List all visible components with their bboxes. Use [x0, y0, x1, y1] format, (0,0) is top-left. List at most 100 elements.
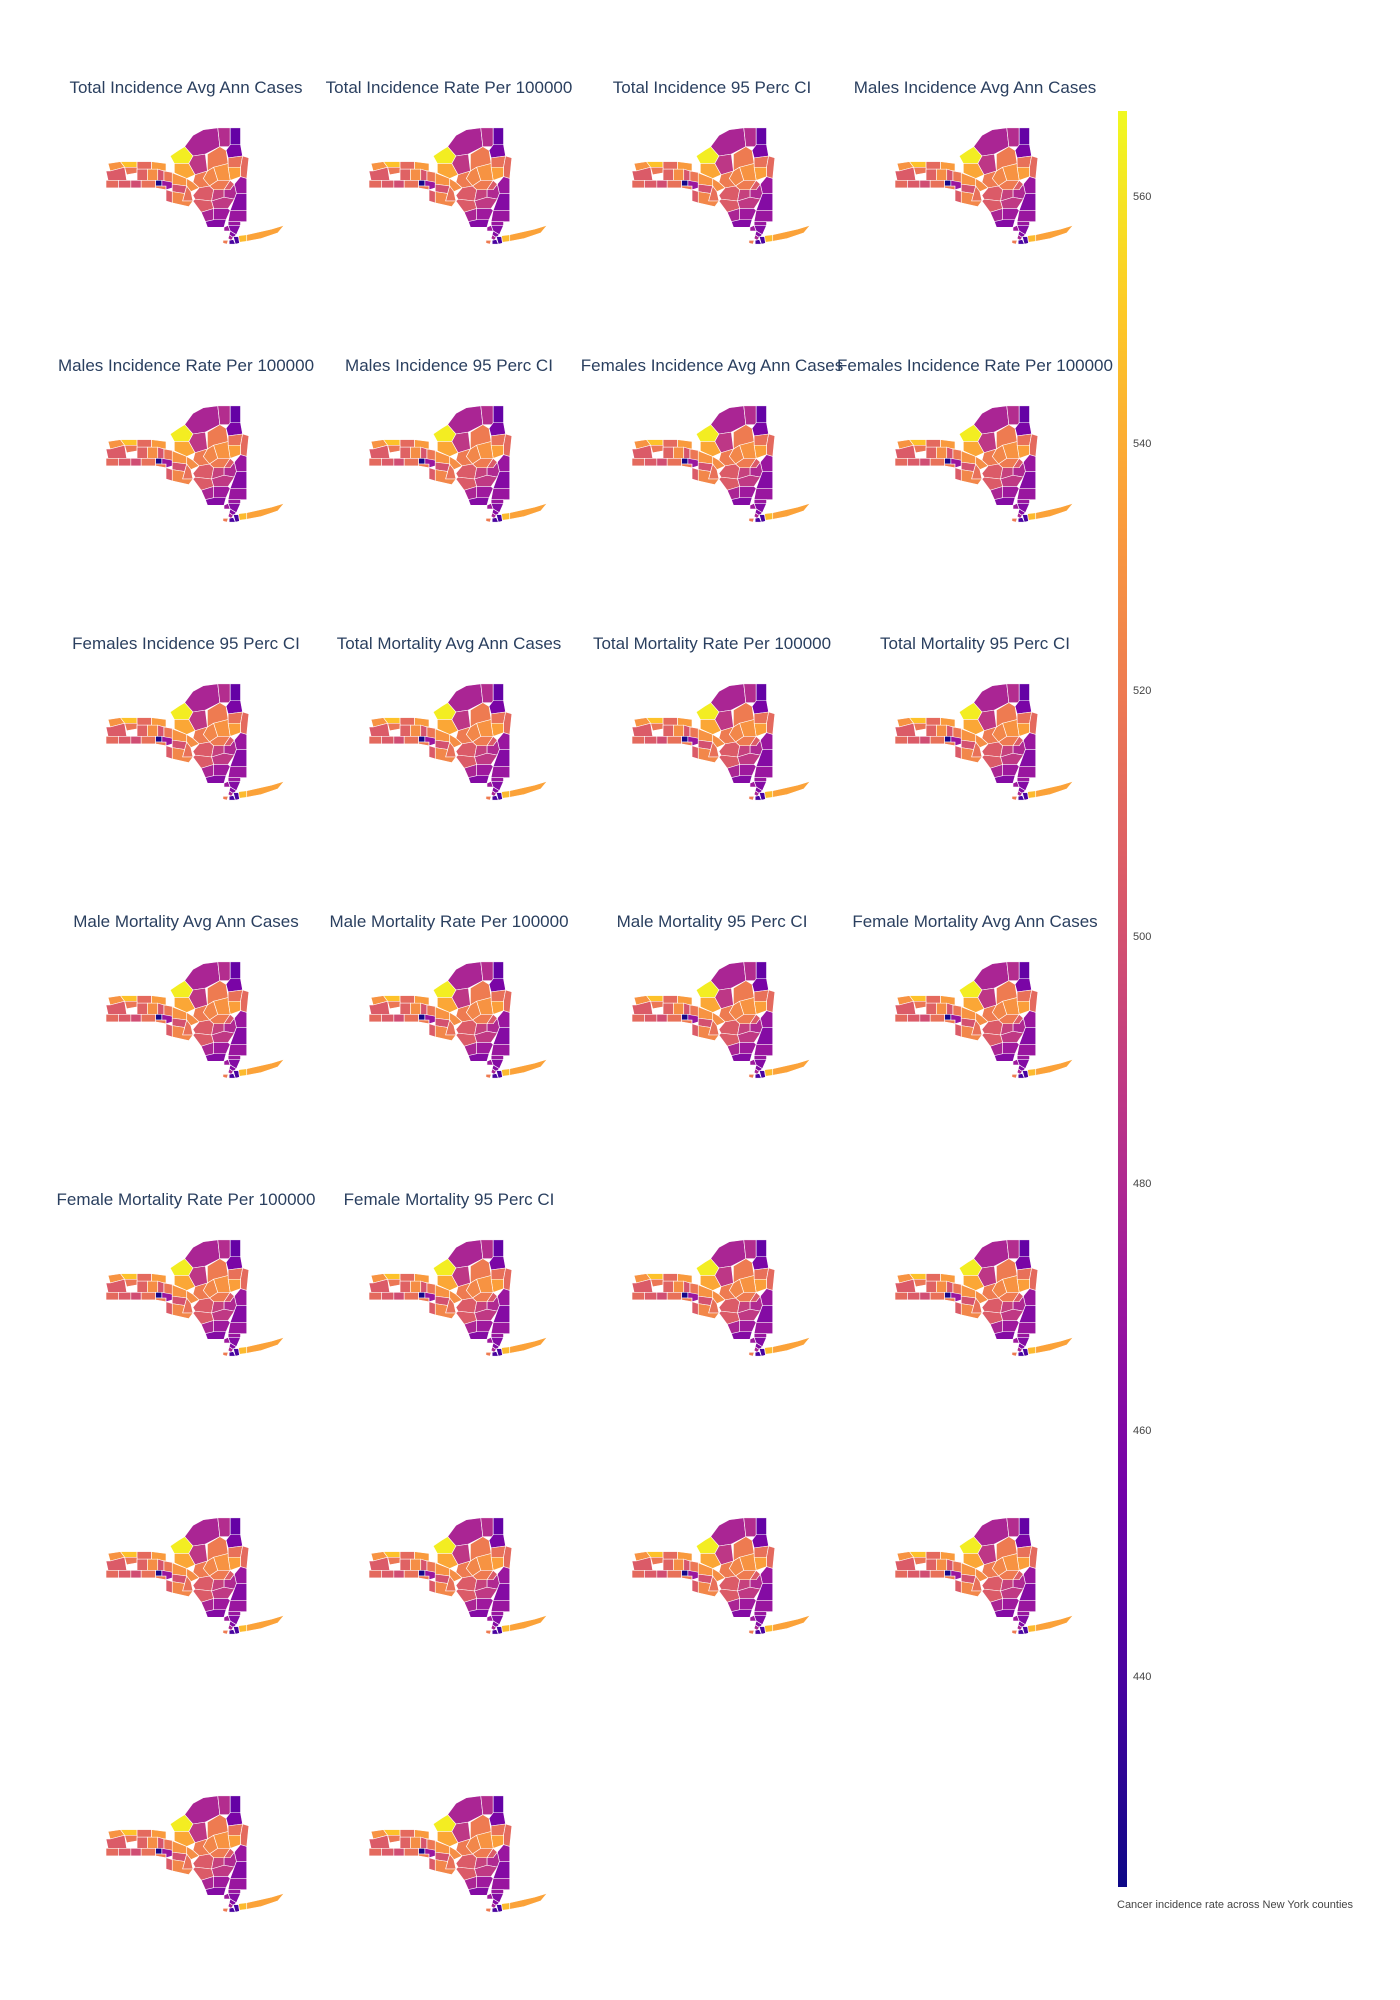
county-franklin [480, 1795, 494, 1815]
county-orange [204, 1609, 227, 1618]
county-putnam [490, 1611, 504, 1616]
county-nassau [1027, 790, 1037, 799]
county-chautauqua [369, 1570, 382, 1579]
county-oswego [699, 997, 722, 1013]
county-monroe [925, 995, 941, 1004]
county-cattaraugus [644, 458, 658, 467]
county-rensselaer [759, 1566, 774, 1584]
county-monroe [662, 439, 678, 448]
county-livingston [136, 1558, 148, 1571]
county-dutchess [753, 766, 774, 778]
county-schuyler [681, 736, 689, 743]
colorbar-tick-label: 480 [1133, 1178, 1152, 1190]
county-chautauqua [632, 1570, 645, 1579]
county-franklin [217, 961, 231, 981]
county-allegany [919, 458, 931, 467]
county-genesee [124, 722, 138, 732]
county-ulster [213, 486, 231, 499]
county-warren [490, 1823, 506, 1836]
county-suffolk [772, 781, 810, 798]
county-monroe [399, 1829, 415, 1838]
county-ontario [410, 724, 422, 737]
county-suffolk [509, 1059, 547, 1076]
county-suffolk [509, 503, 547, 520]
county-columbia [755, 193, 774, 211]
county-livingston [399, 1002, 411, 1015]
county-livingston [136, 1836, 148, 1849]
county-erie [895, 1556, 917, 1571]
county-essex [751, 422, 769, 437]
county-suffolk [246, 503, 284, 520]
county-clinton [492, 1239, 504, 1258]
county-nassau [764, 790, 774, 799]
county-allegany [393, 180, 405, 189]
county-schuyler [681, 458, 689, 465]
county-dutchess [227, 1878, 248, 1890]
county-erie [369, 1000, 391, 1015]
county-madison [186, 1011, 200, 1026]
county-madison [712, 733, 726, 748]
county-ulster [1002, 764, 1020, 777]
county-map [106, 683, 284, 801]
county-schuyler [418, 458, 426, 465]
county-queens [1021, 236, 1029, 245]
county-madison [449, 177, 463, 192]
county-chemung [944, 741, 956, 747]
county-chautauqua [895, 1292, 908, 1301]
county-clinton [1018, 961, 1030, 980]
county-washington [766, 155, 776, 179]
county-madison [186, 1567, 200, 1582]
county-essex [1014, 144, 1032, 159]
county-washington [240, 1267, 250, 1291]
county-wayne [940, 1551, 956, 1562]
county-map [369, 1517, 547, 1635]
county-queens [495, 236, 503, 245]
county-putnam [490, 1055, 504, 1060]
county-putnam [753, 499, 767, 504]
county-steuben [929, 1570, 945, 1579]
county-essex [751, 1256, 769, 1271]
county-chautauqua [895, 736, 908, 745]
county-warren [1016, 1267, 1032, 1280]
county-columbia [755, 1583, 774, 1601]
county-ontario [673, 1558, 685, 1571]
county-map [369, 683, 547, 801]
county-cattaraugus [118, 180, 132, 189]
county-columbia [755, 1305, 774, 1323]
county-wayne [151, 161, 167, 172]
county-delaware [192, 1032, 214, 1047]
county-erie [369, 444, 391, 459]
county-dutchess [490, 210, 511, 222]
county-monroe [662, 1273, 678, 1282]
county-erie [106, 722, 128, 737]
county-genesee [124, 166, 138, 176]
county-monroe [136, 1551, 152, 1560]
county-steuben [403, 1014, 419, 1023]
county-livingston [662, 1280, 674, 1293]
county-madison [186, 1845, 200, 1860]
county-columbia [1018, 1027, 1037, 1045]
county-rensselaer [1022, 1566, 1037, 1584]
county-richmond [485, 240, 492, 245]
county-warren [753, 1545, 769, 1558]
county-rensselaer [496, 176, 511, 194]
county-warren [227, 1267, 243, 1280]
county-chemung [418, 1297, 430, 1303]
county-genesee [650, 1556, 664, 1566]
county-delaware [718, 1310, 740, 1325]
county-essex [1014, 1256, 1032, 1271]
county-washington [503, 1545, 513, 1569]
county-richmond [748, 1074, 755, 1079]
county-steuben [666, 1014, 682, 1023]
county-queens [232, 1904, 240, 1913]
county-genesee [650, 1278, 664, 1288]
county-delaware [718, 1588, 740, 1603]
county-dutchess [227, 1322, 248, 1334]
county-monroe [136, 995, 152, 1004]
county-livingston [399, 724, 411, 737]
county-monroe [662, 1551, 678, 1560]
county-madison [975, 733, 989, 748]
county-chautauqua [106, 736, 119, 745]
county-ontario [410, 168, 422, 181]
county-schuyler [944, 736, 952, 743]
